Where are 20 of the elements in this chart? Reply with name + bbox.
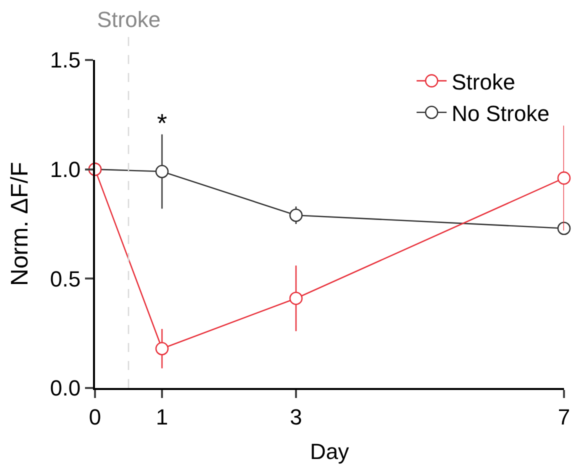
point [155, 164, 169, 178]
y-tick-label: 0.0 [50, 376, 81, 401]
y-tick-label: 1.0 [50, 157, 81, 182]
x-tick-label: 7 [558, 404, 570, 430]
x-axis-title: Day [310, 438, 350, 464]
y-axis-title: Norm. ΔF/F [6, 162, 34, 286]
y-tick-label: 0.5 [50, 266, 81, 292]
x-tick-label: 3 [290, 404, 302, 430]
annotation: * [157, 108, 168, 138]
legend-label: Stroke [452, 69, 516, 94]
x-tick-label: 0 [88, 404, 102, 430]
point [155, 342, 169, 356]
x-tick-label: 1 [156, 404, 168, 430]
point [557, 171, 571, 185]
ref-line-label: Stroke [97, 7, 161, 32]
point [557, 222, 571, 236]
legend-label: No Stroke [452, 100, 550, 126]
point [289, 208, 303, 222]
point [289, 292, 303, 305]
y-tick-label: 1.5 [50, 48, 81, 73]
